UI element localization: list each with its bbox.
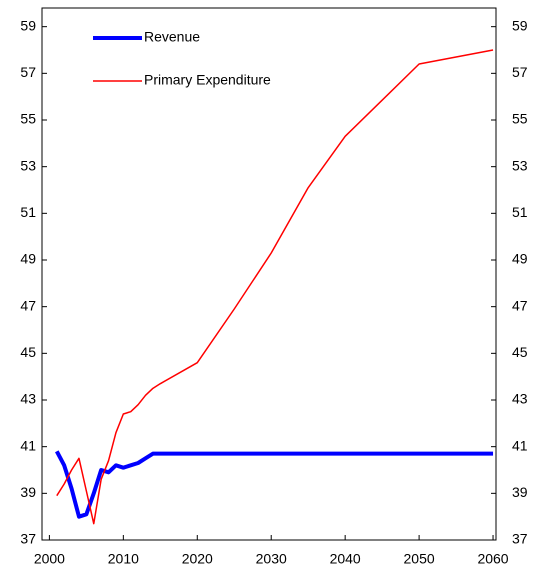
y-tick-label: 51 <box>20 204 36 220</box>
y2-tick-label: 53 <box>512 157 528 173</box>
y2-tick-label: 39 <box>512 484 528 500</box>
x-tick-label: 2020 <box>182 551 213 567</box>
y-tick-label: 57 <box>20 64 36 80</box>
y-tick-label: 53 <box>20 157 36 173</box>
y2-tick-label: 37 <box>512 531 528 547</box>
legend-label: Primary Expenditure <box>144 72 271 88</box>
x-tick-label: 2000 <box>34 551 65 567</box>
y-tick-label: 47 <box>20 297 36 313</box>
y2-tick-label: 59 <box>512 17 528 33</box>
y2-tick-label: 51 <box>512 204 528 220</box>
y-tick-label: 39 <box>20 484 36 500</box>
y2-tick-label: 43 <box>512 391 528 407</box>
legend-label: Revenue <box>144 29 200 45</box>
y-tick-label: 41 <box>20 437 36 453</box>
series-line <box>56 49 494 525</box>
y-tick-label: 43 <box>20 391 36 407</box>
series-line <box>55 450 494 519</box>
x-tick-label: 2050 <box>404 551 435 567</box>
y2-tick-label: 49 <box>512 251 528 267</box>
y-tick-label: 55 <box>20 111 36 127</box>
y-tick-label: 45 <box>20 344 36 360</box>
x-tick-label: 2040 <box>330 551 361 567</box>
y2-tick-label: 45 <box>512 344 528 360</box>
y2-tick-label: 41 <box>512 437 528 453</box>
y-tick-label: 59 <box>20 17 36 33</box>
x-tick-label: 2010 <box>108 551 139 567</box>
y2-tick-label: 55 <box>512 111 528 127</box>
y-tick-label: 37 <box>20 531 36 547</box>
x-tick-label: 2060 <box>477 551 508 567</box>
x-tick-label: 2030 <box>256 551 287 567</box>
y2-tick-label: 57 <box>512 64 528 80</box>
y-tick-label: 49 <box>20 251 36 267</box>
plot-frame <box>41 7 497 541</box>
y2-tick-label: 47 <box>512 297 528 313</box>
